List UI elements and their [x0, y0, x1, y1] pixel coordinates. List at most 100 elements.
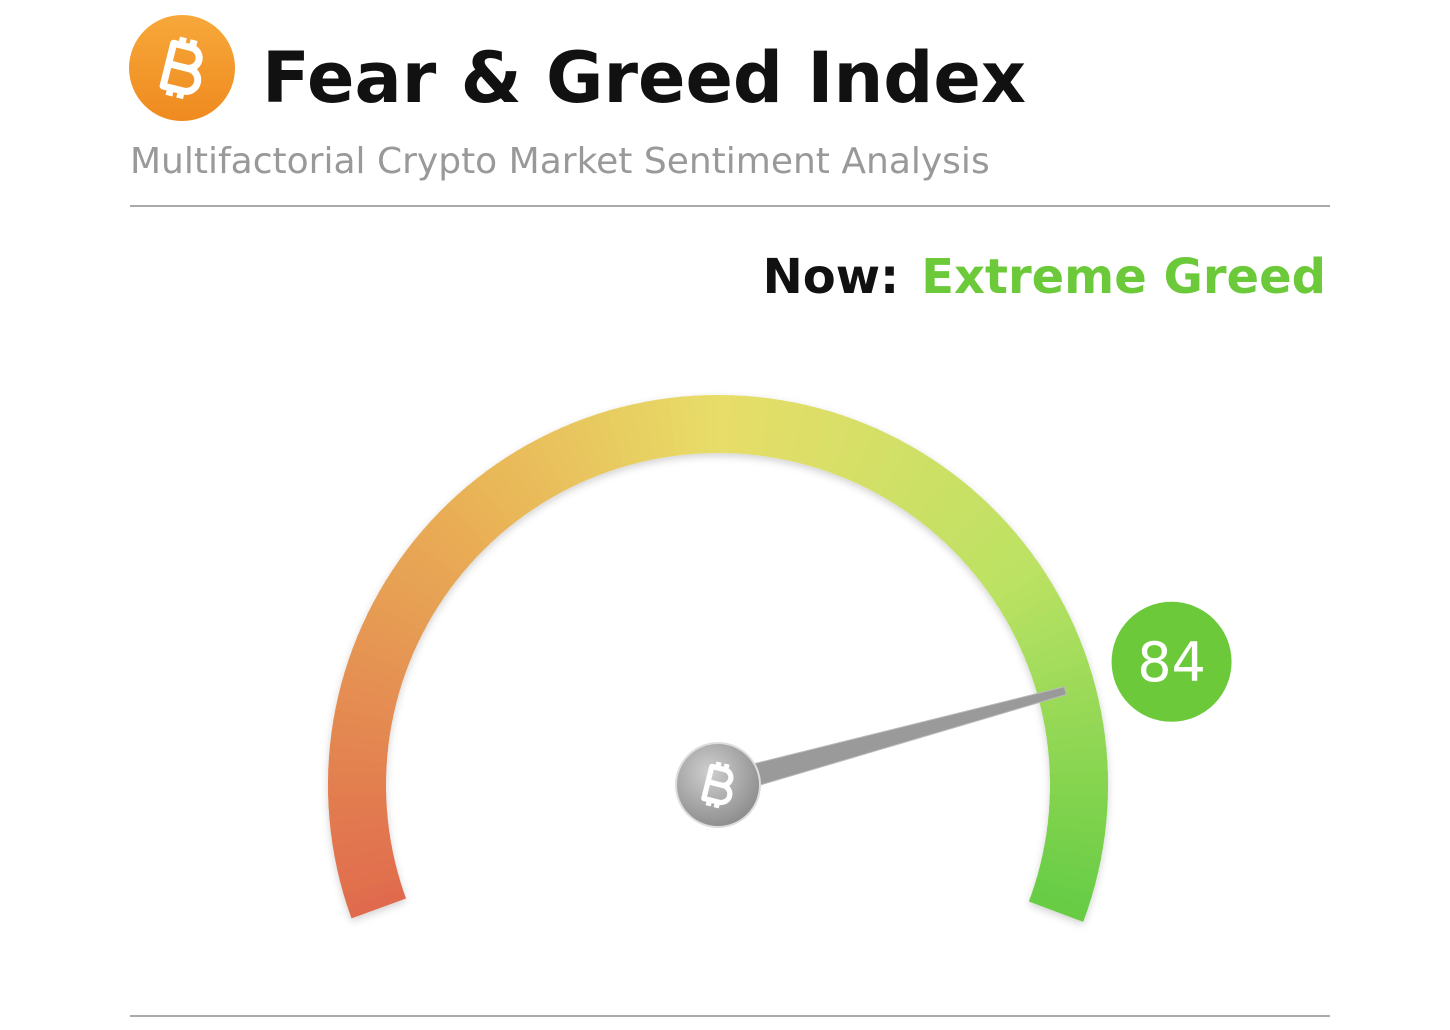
gauge-band — [384, 568, 442, 613]
gauge-band — [842, 423, 880, 483]
gauge-band — [995, 571, 1054, 616]
gauge-band — [852, 428, 891, 488]
gauge-band — [812, 411, 845, 471]
gauge-band — [549, 426, 587, 486]
gauge-band — [631, 401, 658, 462]
gauge-band — [760, 398, 784, 458]
gauge-band — [1029, 649, 1090, 683]
gauge-band — [398, 548, 455, 595]
gauge-band — [456, 485, 506, 539]
gauge-band — [916, 472, 964, 528]
gauge-band — [413, 528, 468, 578]
gauge-band — [871, 439, 913, 498]
gauge-band — [989, 561, 1047, 607]
logo — [129, 15, 235, 121]
gauge-band — [331, 718, 391, 742]
value-label: 84 — [1137, 631, 1206, 694]
gauge-band — [336, 854, 397, 883]
gauge-band — [1032, 661, 1093, 693]
gauge-band — [344, 657, 405, 690]
now-label: Now: — [763, 249, 900, 305]
needle — [714, 686, 1068, 798]
gauge-band — [802, 407, 833, 468]
gauge-band — [1049, 771, 1108, 788]
gauge-band — [366, 600, 426, 641]
gauge-band — [340, 669, 401, 701]
subtitle: Multifactorial Crypto Market Sentiment A… — [130, 141, 990, 182]
classification: Extreme Greed — [921, 249, 1326, 305]
gauge-band — [907, 464, 954, 521]
gauge-band — [956, 513, 1009, 564]
gauge-band — [607, 406, 638, 467]
gauge-band — [346, 885, 407, 919]
gauge-band — [526, 437, 568, 496]
gauge-band — [339, 865, 400, 895]
gauge-band — [940, 495, 992, 549]
gauge-band — [421, 519, 475, 570]
gauge-band — [619, 403, 648, 464]
gauge-band — [1038, 685, 1099, 714]
gauge-band — [1016, 615, 1076, 653]
gauge-band — [948, 504, 1001, 556]
gauge-band — [438, 501, 490, 554]
title: Fear & Greed Index — [262, 37, 1026, 119]
gauge-band — [337, 681, 398, 711]
gauge-band — [791, 404, 821, 465]
gauge-band — [1032, 878, 1093, 911]
gauge-band — [505, 449, 549, 507]
gauge-band — [932, 487, 983, 542]
gauge-band — [924, 479, 974, 534]
hub-icon-b — [701, 761, 734, 809]
gauge-band — [770, 399, 797, 460]
hub-icon — [701, 761, 734, 809]
gauge-band — [328, 780, 387, 797]
gauge-band — [332, 833, 392, 859]
gauge-band — [495, 455, 540, 513]
gauge-band — [889, 451, 934, 509]
gauge-band — [475, 469, 523, 526]
gauge-band — [335, 693, 396, 721]
gauge-band — [1006, 592, 1066, 634]
gauge-band — [391, 558, 448, 604]
gauge-band — [334, 844, 395, 871]
gauge-band — [1041, 847, 1102, 875]
gauge-band — [832, 418, 868, 479]
gauge-band — [333, 705, 393, 732]
gauge-band — [822, 414, 856, 475]
gauge-band — [378, 579, 437, 622]
gauge-band — [465, 477, 514, 532]
gauge-band — [595, 410, 627, 470]
value-badge — [1111, 601, 1232, 722]
gauge-band — [963, 522, 1017, 572]
gauge-band — [1001, 582, 1060, 625]
gauge-band — [861, 433, 902, 492]
gauge-band — [356, 622, 417, 660]
gauge-band — [1038, 857, 1099, 887]
gauge-band — [1045, 826, 1105, 850]
gauge-band — [405, 538, 461, 586]
gauge-band — [372, 589, 431, 631]
gauge-band — [1025, 637, 1085, 673]
gauge-band — [1021, 626, 1081, 663]
gauge-band — [485, 462, 531, 519]
gauge-band — [898, 457, 944, 515]
gauge-band — [352, 634, 412, 670]
gauge — [328, 395, 1108, 922]
gauge-band — [571, 417, 607, 478]
gauge-band — [880, 445, 924, 503]
gauge-band — [429, 510, 483, 562]
gauge-band — [1028, 888, 1089, 922]
gauge-band — [583, 413, 617, 474]
gauge-band — [516, 443, 559, 501]
gauge-band — [643, 399, 669, 460]
gauge-band — [342, 875, 403, 907]
gauge-band — [537, 431, 578, 491]
gauge-band — [447, 493, 498, 547]
gauge-band — [1043, 709, 1104, 735]
gauge-band — [1043, 836, 1104, 862]
gauge-band — [977, 541, 1033, 589]
gauge-band — [705, 395, 722, 454]
gauge-band — [1035, 868, 1096, 899]
